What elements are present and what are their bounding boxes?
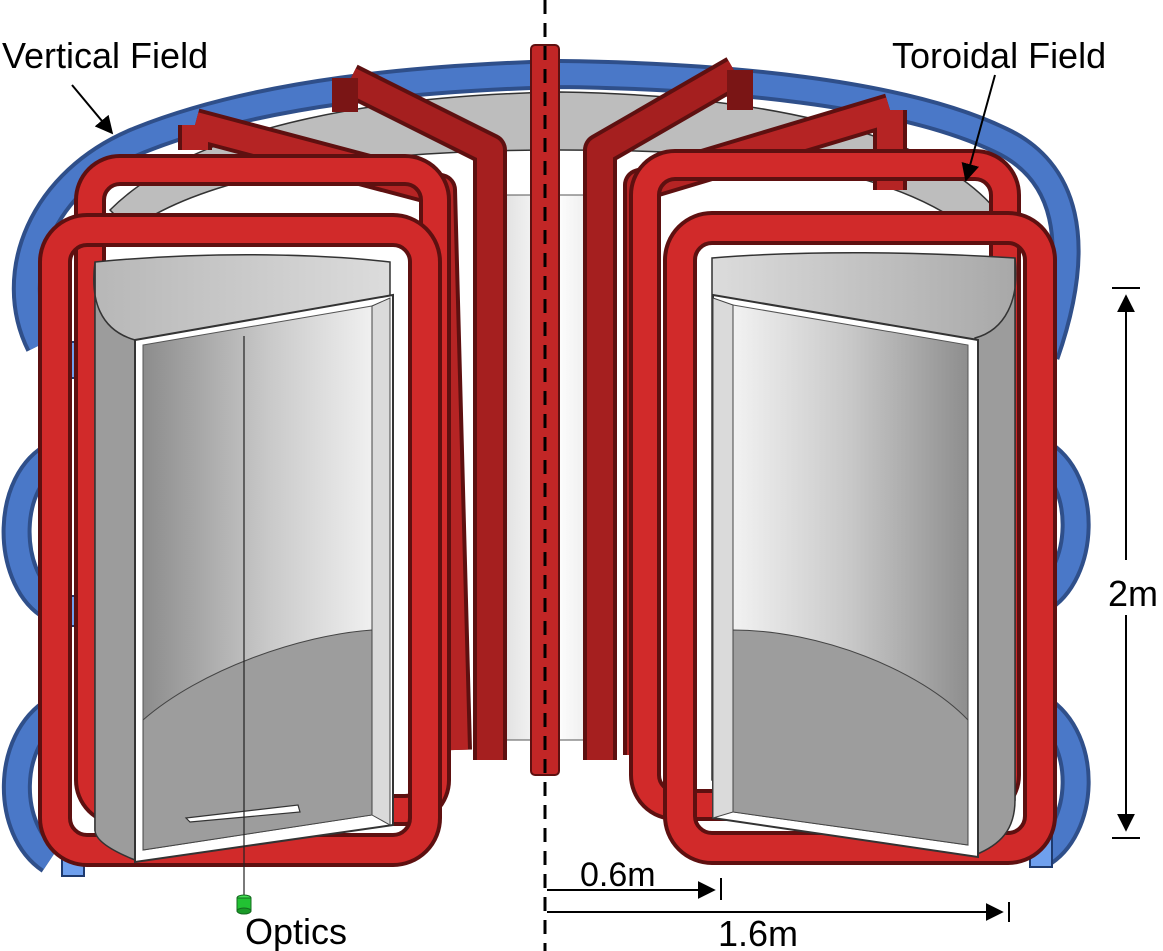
label-radius-1-6m: 1.6m [718,913,798,951]
label-vertical-field: Vertical Field [2,35,208,76]
label-toroidal-field: Toroidal Field [892,35,1106,76]
vertical-field-arrow [72,85,112,133]
tf-coil-center [531,45,559,775]
label-radius-0-6m: 0.6m [580,856,656,894]
label-optics: Optics [245,911,347,951]
vessel-section-left [94,255,393,862]
vessel-section-right [712,253,1016,857]
height-dimension [1112,288,1140,838]
label-height-2m: 2m [1108,573,1158,614]
